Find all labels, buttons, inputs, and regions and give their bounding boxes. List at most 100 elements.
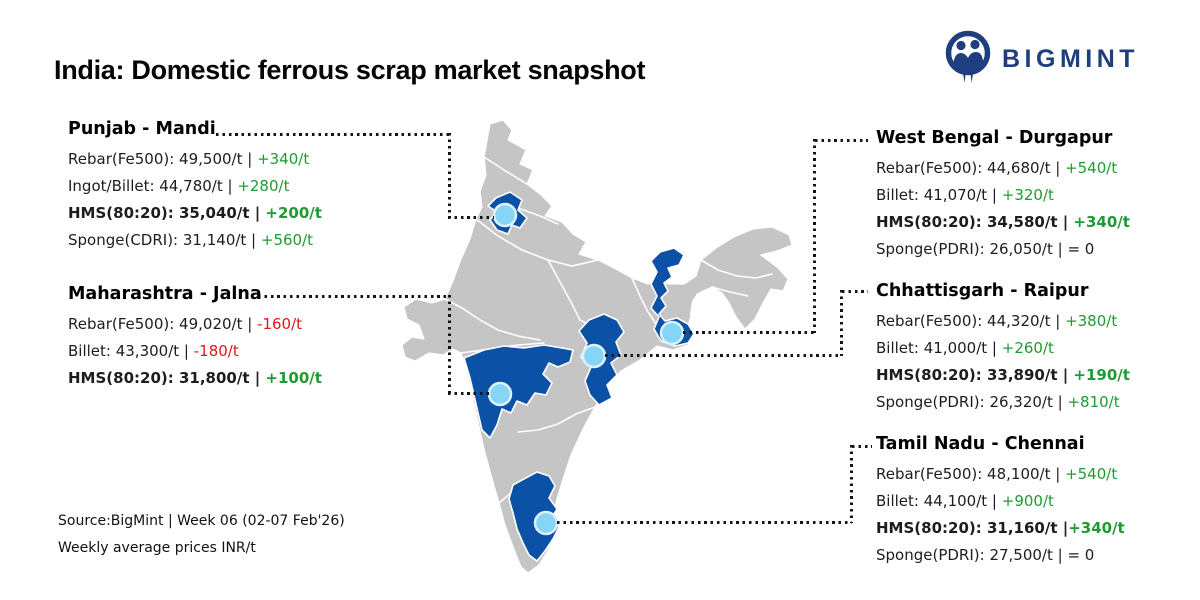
bigmint-logo: BIGMINT xyxy=(944,30,1139,88)
price-line: Ingot/Billet: 44,780/t | +280/t xyxy=(68,173,388,200)
connector-punjab-to-marker xyxy=(448,216,494,219)
source-note-line2: Weekly average prices INR/t xyxy=(58,539,256,556)
callout-punjab-mandi: Punjab - Mandi Rebar(Fe500): 49,500/t | … xyxy=(68,118,388,254)
price-text: Sponge(CDRI): 31,140/t | xyxy=(68,231,261,249)
region-title: Maharashtra - Jalna xyxy=(68,284,262,304)
price-change: +340/t xyxy=(257,150,310,168)
bangladesh-gap xyxy=(690,294,715,335)
price-line: Sponge(PDRI): 26,050/t | = 0 xyxy=(876,236,1196,263)
price-text: Rebar(Fe500): 49,020/t | xyxy=(68,315,258,333)
price-line: HMS(80:20): 35,040/t | +200/t xyxy=(68,200,388,227)
callout-west-bengal-durgapur: West Bengal - Durgapur Rebar(Fe500): 44,… xyxy=(876,127,1196,263)
price-change: +340/t xyxy=(1073,213,1130,231)
price-change: +100/t xyxy=(265,369,322,387)
connector-maharashtra-vertical xyxy=(448,295,451,394)
price-text: Sponge(PDRI): 26,320/t | xyxy=(876,393,1068,411)
price-text: Billet: 41,070/t | xyxy=(876,186,1002,204)
price-change: -180/t xyxy=(193,342,239,360)
price-text: Sponge(PDRI): 26,050/t | xyxy=(876,240,1068,258)
price-change: +810/t xyxy=(1067,393,1120,411)
bigmint-logo-text: BIGMINT xyxy=(1002,44,1140,73)
price-change: +280/t xyxy=(237,177,290,195)
price-text: Rebar(Fe500): 49,500/t | xyxy=(68,150,258,168)
price-change: +560/t xyxy=(260,231,314,249)
price-line: Sponge(CDRI): 31,140/t | +560/t xyxy=(68,227,388,254)
price-change: +320/t xyxy=(1001,186,1054,204)
map-marker-mandi xyxy=(492,202,518,228)
state-tamil-nadu xyxy=(508,471,560,562)
price-line: Rebar(Fe500): 44,680/t | +540/t xyxy=(876,155,1196,182)
connector-maharashtra-leader xyxy=(258,295,450,298)
price-line: Rebar(Fe500): 44,320/t | +380/t xyxy=(876,308,1196,335)
price-change: +200/t xyxy=(265,204,322,222)
state-west-bengal xyxy=(650,247,695,347)
state-maharashtra xyxy=(463,344,574,439)
price-text: Rebar(Fe500): 44,320/t | xyxy=(876,312,1066,330)
price-text: HMS(80:20): 33,890/t | xyxy=(876,366,1074,384)
price-text: Sponge(PDRI): 27,500/t | xyxy=(876,546,1068,564)
price-line: HMS(80:20): 33,890/t | +190/t xyxy=(876,362,1196,389)
price-change: +260/t xyxy=(1001,339,1054,357)
price-line: Sponge(PDRI): 26,320/t | +810/t xyxy=(876,389,1196,416)
map-marker-jalna xyxy=(487,381,513,407)
price-text: Rebar(Fe500): 44,680/t | xyxy=(876,159,1066,177)
connector-chhattisgarh-to-marker xyxy=(605,354,842,357)
connector-chhattisgarh-leader xyxy=(842,290,868,293)
price-text: Billet: 43,300/t | xyxy=(68,342,194,360)
map-marker-durgapur xyxy=(659,320,685,346)
price-line: Billet: 44,100/t | +900/t xyxy=(876,488,1196,515)
region-title: West Bengal - Durgapur xyxy=(876,128,1113,148)
price-text: Rebar(Fe500): 48,100/t | xyxy=(876,465,1066,483)
price-text: Billet: 44,100/t | xyxy=(876,492,1002,510)
price-line: Rebar(Fe500): 48,100/t | +540/t xyxy=(876,461,1196,488)
price-change: +540/t xyxy=(1065,465,1118,483)
connector-tamilnadu-leader xyxy=(852,445,872,448)
price-change: +540/t xyxy=(1065,159,1118,177)
price-line: HMS(80:20): 31,160/t |+340/t xyxy=(876,515,1196,542)
map-marker-chennai xyxy=(533,510,559,536)
price-text: Billet: 41,000/t | xyxy=(876,339,1002,357)
india-map xyxy=(401,119,793,574)
price-text: HMS(80:20): 31,800/t | xyxy=(68,369,266,387)
connector-tamilnadu-vertical xyxy=(850,445,853,523)
price-change: +190/t xyxy=(1073,366,1130,384)
price-change: +380/t xyxy=(1065,312,1118,330)
connector-westbengal-leader xyxy=(815,139,868,142)
connector-westbengal-vertical xyxy=(813,139,816,333)
region-title: Tamil Nadu - Chennai xyxy=(876,434,1085,454)
callout-maharashtra-jalna: Maharashtra - Jalna Rebar(Fe500): 49,020… xyxy=(68,283,388,392)
page-title: India: Domestic ferrous scrap market sna… xyxy=(54,55,646,85)
price-line: Billet: 43,300/t | -180/t xyxy=(68,338,388,365)
price-line: Sponge(PDRI): 27,500/t | = 0 xyxy=(876,542,1196,569)
callout-chhattisgarh-raipur: Chhattisgarh - Raipur Rebar(Fe500): 44,3… xyxy=(876,280,1196,416)
connector-chhattisgarh-vertical xyxy=(840,290,843,356)
source-note-line1: Source:BigMint | Week 06 (02-07 Feb'26) xyxy=(58,513,345,529)
price-line: Rebar(Fe500): 49,020/t | -160/t xyxy=(68,311,388,338)
source-note: Source:BigMint | Week 06 (02-07 Feb'26) … xyxy=(58,508,345,561)
connector-tamilnadu-to-marker xyxy=(557,521,852,524)
price-change: = 0 xyxy=(1067,240,1095,258)
price-change: +340/t xyxy=(1068,519,1125,537)
callout-tamil-nadu-chennai: Tamil Nadu - Chennai Rebar(Fe500): 48,10… xyxy=(876,433,1196,569)
map-marker-raipur xyxy=(581,343,607,369)
connector-punjab-leader xyxy=(216,133,450,136)
price-text: HMS(80:20): 31,160/t | xyxy=(876,519,1069,537)
bigmint-logo-icon xyxy=(944,30,994,88)
price-line: Billet: 41,000/t | +260/t xyxy=(876,335,1196,362)
connector-westbengal-to-marker xyxy=(683,331,815,334)
price-line: HMS(80:20): 31,800/t | +100/t xyxy=(68,365,388,392)
price-text: Ingot/Billet: 44,780/t | xyxy=(68,177,238,195)
region-title: Chhattisgarh - Raipur xyxy=(876,281,1089,301)
price-line: HMS(80:20): 34,580/t | +340/t xyxy=(876,209,1196,236)
price-change: = 0 xyxy=(1067,546,1095,564)
price-text: HMS(80:20): 34,580/t | xyxy=(876,213,1074,231)
price-text: HMS(80:20): 35,040/t | xyxy=(68,204,266,222)
price-change: +900/t xyxy=(1001,492,1054,510)
connector-maharashtra-to-marker xyxy=(448,392,489,395)
price-line: Billet: 41,070/t | +320/t xyxy=(876,182,1196,209)
price-line: Rebar(Fe500): 49,500/t | +340/t xyxy=(68,146,388,173)
price-change: -160/t xyxy=(257,315,303,333)
connector-punjab-vertical xyxy=(448,133,451,218)
region-title: Punjab - Mandi xyxy=(68,119,216,139)
